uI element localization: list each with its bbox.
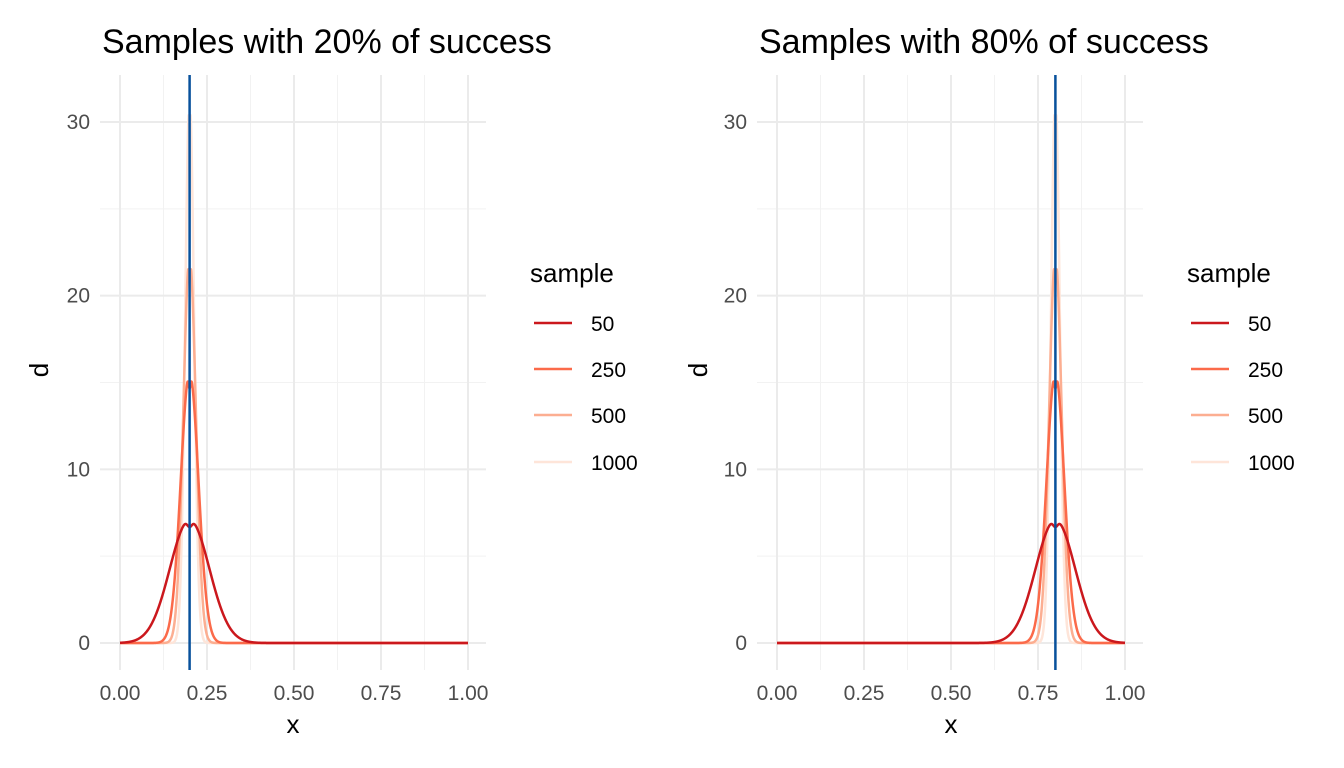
y-tick-label: 30	[724, 111, 747, 134]
x-tick-label: 0.50	[274, 682, 315, 705]
x-tick-label: 1.00	[1105, 682, 1146, 705]
legend-label-250: 250	[591, 359, 626, 382]
legend-label-1000: 1000	[591, 452, 638, 475]
legend-title: sample	[1187, 258, 1271, 288]
legend-label-50: 50	[1248, 313, 1271, 336]
x-tick-label: 0.25	[187, 682, 228, 705]
x-tick-label: 1.00	[448, 682, 489, 705]
y-axis-label: d	[683, 363, 713, 377]
series-line-50	[776, 522, 1126, 645]
plot-area: 0.00 0.25 0.50 0.75 1.00 0 10 20 30	[67, 75, 489, 705]
plot-area: 0.00 0.25 0.50 0.75 1.00 0 10 20 30	[724, 75, 1146, 705]
legend-label-250: 250	[1248, 359, 1283, 382]
x-axis-label: x	[945, 709, 958, 739]
y-tick-label: 30	[67, 111, 90, 134]
y-tick-label: 0	[735, 632, 747, 655]
x-axis-label: x	[287, 709, 300, 739]
legend-label-500: 500	[591, 405, 626, 428]
y-tick-label: 20	[724, 285, 747, 308]
chart-title: Samples with 20% of success	[102, 23, 552, 61]
legend-label-500: 500	[1248, 405, 1283, 428]
chart-panel-2: Samples with 80% of success 0.00 0.25 0.50…	[683, 23, 1295, 739]
chart-title: Samples with 80% of success	[759, 23, 1209, 61]
y-axis-label: d	[24, 363, 54, 377]
x-tick-label: 0.25	[844, 682, 885, 705]
chart-panel-1: Samples with 20% of success 0.00 0.25 0.50…	[24, 23, 638, 739]
legend: sample 50 250 500 1000	[530, 258, 638, 475]
x-tick-label: 0.00	[100, 682, 141, 705]
legend: sample 50 250 500 1000	[1187, 258, 1295, 475]
y-tick-label: 20	[67, 285, 90, 308]
y-tick-label: 0	[78, 632, 90, 655]
series-line-50	[119, 522, 469, 645]
legend-label-50: 50	[591, 313, 614, 336]
x-tick-label: 0.75	[1018, 682, 1059, 705]
x-tick-label: 0.75	[361, 682, 402, 705]
y-tick-label: 10	[724, 458, 747, 481]
y-tick-label: 10	[67, 458, 90, 481]
legend-title: sample	[530, 258, 614, 288]
x-tick-label: 0.00	[757, 682, 798, 705]
legend-label-1000: 1000	[1248, 452, 1295, 475]
x-tick-label: 0.50	[931, 682, 972, 705]
